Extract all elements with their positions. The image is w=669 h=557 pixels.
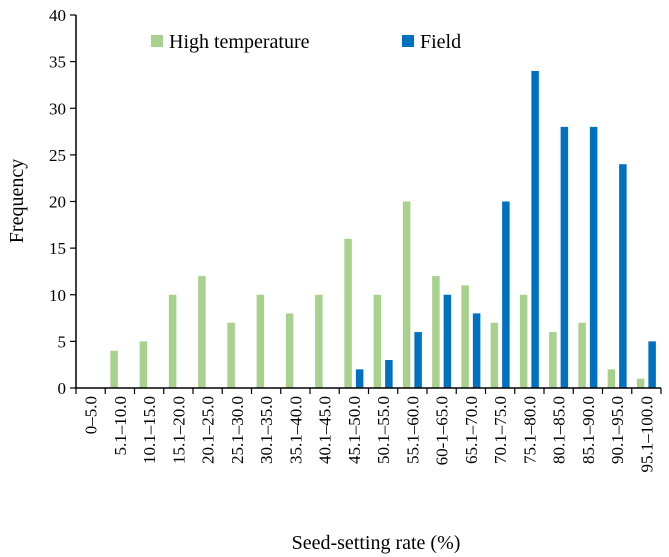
high-temperature-bar-11 <box>402 201 411 388</box>
x-tick-label-15: 75.1–80.0 <box>520 396 539 464</box>
high-temperature-bar-2 <box>139 341 148 388</box>
x-tick-label-1: 5.1–10.0 <box>111 396 130 456</box>
legend-swatch-high-temperature <box>151 35 163 47</box>
y-tick-label-25: 25 <box>49 146 66 165</box>
x-tick-label-17: 85.1–90.0 <box>579 396 598 464</box>
legend-swatch-field <box>402 35 414 47</box>
high-temperature-bar-4 <box>198 276 206 388</box>
y-tick-label-15: 15 <box>49 239 66 258</box>
high-temperature-bar-10 <box>373 294 382 388</box>
field-bar-19 <box>648 341 656 388</box>
high-temperature-bar-15 <box>519 294 528 388</box>
field-bar-14 <box>502 201 510 388</box>
x-tick-label-14: 70.1–75.0 <box>491 396 510 464</box>
x-tick-label-3: 15.1–20.0 <box>169 396 188 464</box>
field-bar-16 <box>560 126 569 389</box>
x-tick-label-16: 80.1–85.0 <box>550 396 569 464</box>
high-temperature-bar-7 <box>285 313 294 388</box>
x-tick-label-11: 55.1–60.0 <box>403 396 422 464</box>
high-temperature-bar-9 <box>344 238 352 388</box>
y-tick-label-40: 40 <box>49 6 66 25</box>
high-temperature-bar-5 <box>227 322 235 388</box>
high-temperature-bar-18 <box>607 369 616 388</box>
high-temperature-bar-3 <box>168 294 177 388</box>
high-temperature-bar-19 <box>636 378 645 388</box>
bars-layer <box>110 70 656 389</box>
high-temperature-bar-17 <box>578 322 586 388</box>
field-bar-17 <box>589 126 598 389</box>
x-tick-label-12: 60-1–65.0 <box>433 396 452 465</box>
high-temperature-bar-6 <box>256 294 265 388</box>
legend: High temperature Field <box>151 31 461 53</box>
field-bar-18 <box>619 164 627 388</box>
x-tick-label-13: 65.1–70.0 <box>462 396 481 464</box>
x-tick-label-4: 20.1–25.0 <box>199 396 218 464</box>
x-axis-title: Seed-setting rate (%) <box>292 532 461 554</box>
x-tick-label-0: 0–5.0 <box>82 396 101 434</box>
x-tick-label-2: 10.1–15.0 <box>140 396 159 464</box>
high-temperature-bar-12 <box>432 276 440 388</box>
high-temperature-bar-16 <box>549 332 557 388</box>
field-bar-9 <box>355 369 364 388</box>
high-temperature-bar-8 <box>315 294 323 388</box>
high-temperature-bar-1 <box>110 350 118 388</box>
x-tick-label-10: 50.1–55.0 <box>374 396 393 464</box>
y-tick-label-30: 30 <box>49 99 66 118</box>
x-tick-label-19: 95.1–100.0 <box>637 396 656 473</box>
x-tick-label-8: 40.1–45.0 <box>316 396 335 464</box>
x-tick-label-7: 35.1–40.0 <box>286 396 305 464</box>
y-tick-label-35: 35 <box>49 53 66 72</box>
high-temperature-bar-13 <box>461 285 469 388</box>
legend-label-field: Field <box>420 31 461 53</box>
field-bar-12 <box>443 294 452 388</box>
field-bar-13 <box>472 313 481 388</box>
x-tick-label-9: 45.1–50.0 <box>345 396 364 464</box>
x-tick-label-5: 25.1–30.0 <box>228 396 247 464</box>
y-tick-label-10: 10 <box>49 286 66 305</box>
field-bar-10 <box>385 360 393 388</box>
field-bar-15 <box>531 70 539 388</box>
legend-label-high-temperature: High temperature <box>169 31 310 53</box>
high-temperature-bar-14 <box>490 322 499 388</box>
y-tick-label-0: 0 <box>58 379 67 398</box>
x-tick-label-6: 30.1–35.0 <box>257 396 276 464</box>
y-axis-title: Frequency <box>6 159 28 243</box>
field-bar-11 <box>414 332 422 388</box>
y-tick-label-20: 20 <box>49 193 66 212</box>
y-tick-label-5: 5 <box>58 332 67 351</box>
x-tick-label-18: 90.1–95.0 <box>608 396 627 464</box>
axes-layer: 0 5 10 15 20 25 30 35 40 0–5.0 5.1–10.0 10.1–15.0 15… <box>49 6 662 473</box>
